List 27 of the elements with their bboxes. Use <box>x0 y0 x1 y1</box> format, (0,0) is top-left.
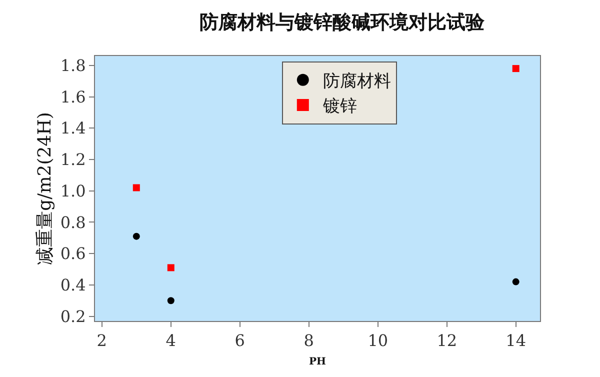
x-tick-label: 12 <box>436 331 458 350</box>
y-tick-label: 1.4 <box>60 118 86 138</box>
y-tick-label: 1.8 <box>60 56 86 76</box>
point <box>167 264 174 272</box>
y-tick-label: 0.2 <box>60 306 86 326</box>
x-tick-label: 8 <box>304 331 314 350</box>
point <box>512 278 520 286</box>
x-axis-title: PH <box>309 356 326 368</box>
point <box>132 232 140 240</box>
chart-title: 防腐材料与镀锌酸碱环境对比试验 <box>200 11 486 34</box>
y-tick-label: 1.6 <box>60 87 86 106</box>
y-tick-label: 0.4 <box>60 276 86 295</box>
x-tick-label: 6 <box>234 331 245 350</box>
point <box>167 297 174 304</box>
y-axis-title: 减重量g/m2(24H) <box>34 112 56 265</box>
x-tick-label: 4 <box>166 331 176 350</box>
legend-label: 防腐材料 <box>322 71 391 92</box>
legend-label: 镀锌 <box>322 96 357 117</box>
point <box>512 65 520 72</box>
y-tick-label: 0.6 <box>60 244 86 264</box>
y-tick-label: 1.2 <box>60 150 86 170</box>
point <box>132 184 140 192</box>
x-tick-label: 14 <box>506 331 526 350</box>
y-tick-label: 0.8 <box>60 212 86 232</box>
y-tick-label: 1.0 <box>60 181 86 200</box>
x-tick-label: 10 <box>368 331 388 350</box>
x-tick-label: 2 <box>96 331 107 350</box>
